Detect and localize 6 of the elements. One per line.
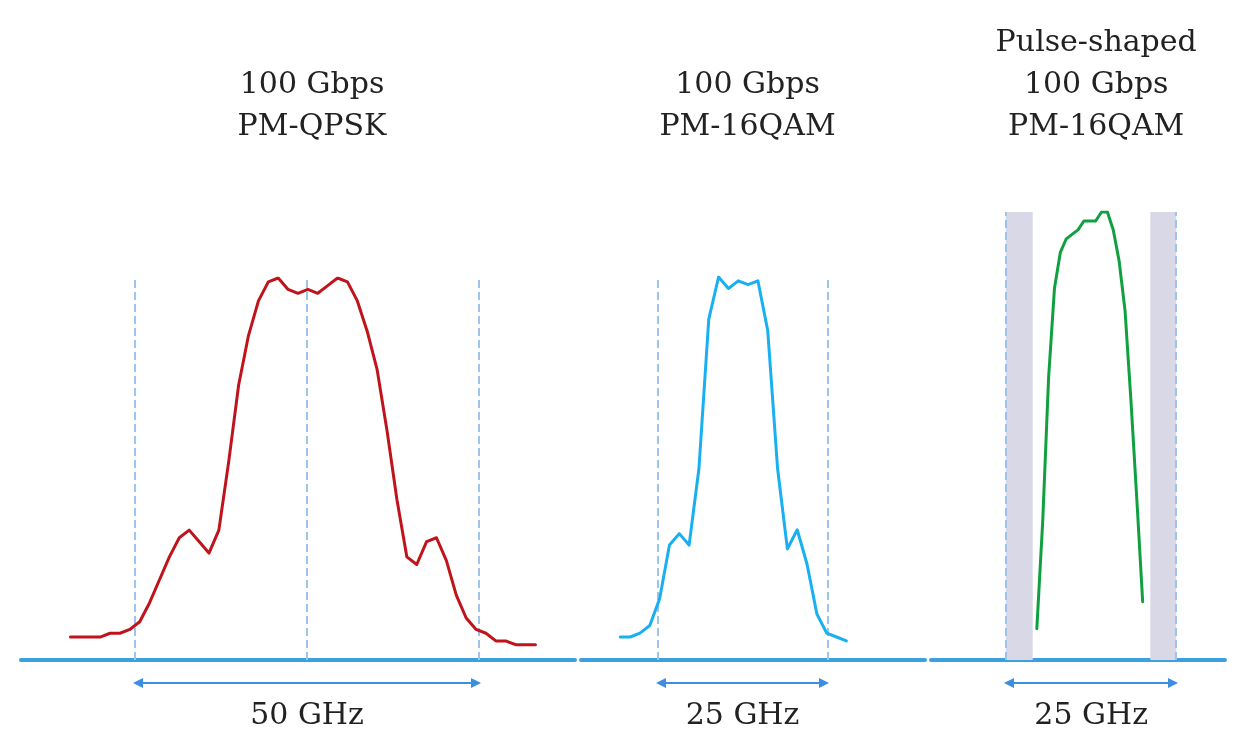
text: 25 GHz — [1034, 695, 1149, 731]
chart-title: 100 Gbps PM-16QAM — [659, 64, 836, 142]
chart-title: Pulse-shaped 100 Gbps PM-16QAM — [995, 22, 1197, 142]
text: 25 GHz — [685, 695, 800, 731]
text: 50 GHz — [250, 695, 364, 731]
chart-title: 100 Gbps PM-QPSK — [237, 64, 387, 142]
